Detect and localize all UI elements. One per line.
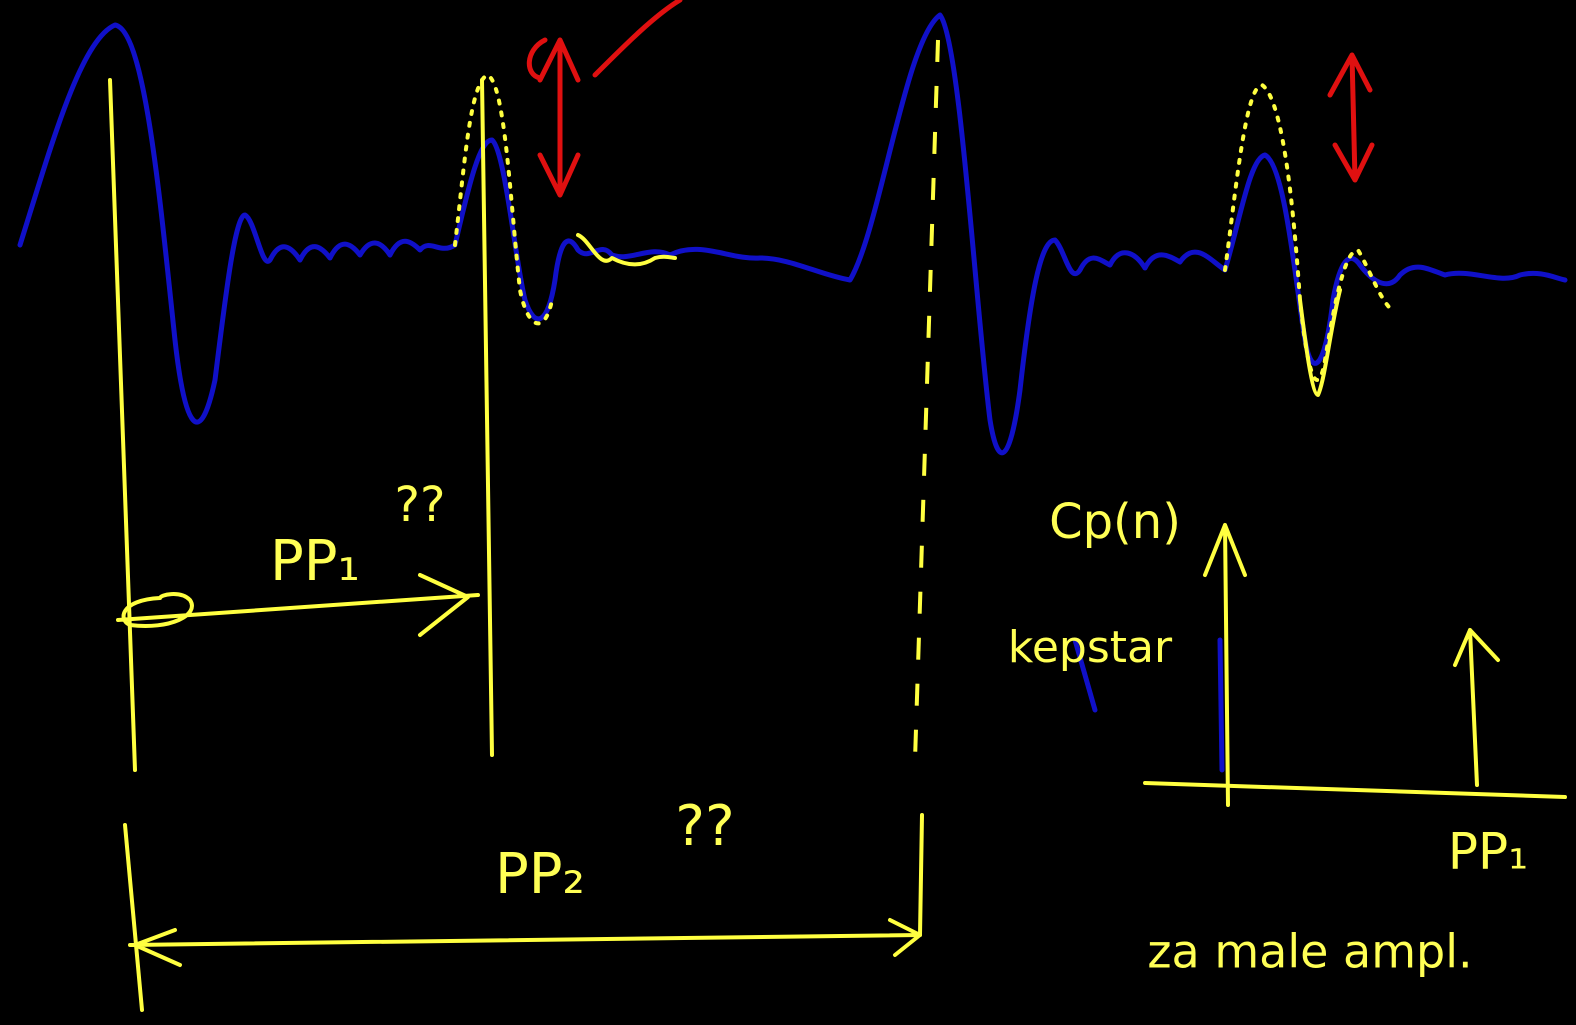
page: {"annotations": { "question_1": "??", "i… [0, 0, 1576, 1025]
sketch: ?? PP₁ PP₂ ?? Cp(n) kepstar PP₁ za male … [0, 0, 1576, 1025]
cepstrum-peak [1220, 640, 1222, 770]
annotation: za male ampl. [1147, 925, 1472, 979]
annotation: Cp(n) [1049, 494, 1181, 550]
annotation: PP₁ [1448, 823, 1528, 881]
annotation: PP₂ [495, 842, 585, 907]
annotation: ?? [395, 477, 446, 533]
annotation: ?? [675, 794, 734, 859]
annotation: PP₁ [270, 529, 360, 594]
marker-line [920, 815, 922, 935]
annotation: kepstar [1008, 622, 1173, 673]
